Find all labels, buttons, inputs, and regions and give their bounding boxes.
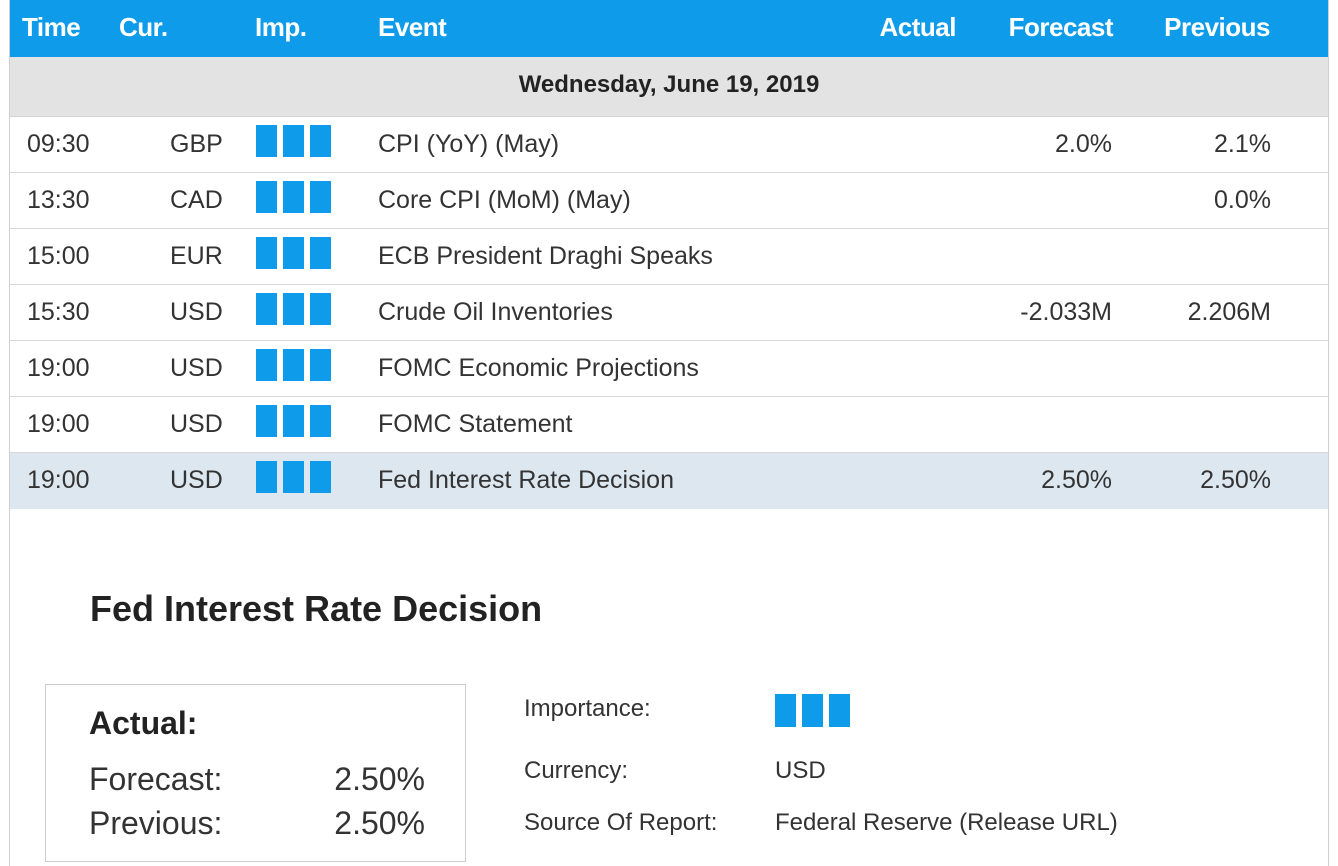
event-name[interactable]: ECB President Draghi Speaks bbox=[378, 242, 713, 270]
event-time: 19:00 bbox=[27, 410, 90, 438]
header-currency[interactable]: Cur. bbox=[119, 12, 168, 42]
event-time: 19:00 bbox=[27, 354, 90, 382]
table-row[interactable]: 19:00 USD FOMC Economic Projections bbox=[10, 341, 1328, 397]
event-name[interactable]: CPI (YoY) (May) bbox=[378, 130, 560, 158]
header-time[interactable]: Time bbox=[22, 12, 81, 42]
event-currency: USD bbox=[170, 354, 223, 382]
detail-title: Fed Interest Rate Decision bbox=[90, 588, 543, 629]
detail-previous-value: 2.50% bbox=[334, 805, 425, 841]
detail-actual-label: Actual: bbox=[89, 705, 198, 741]
event-time: 09:30 bbox=[27, 130, 90, 158]
date-group-header: Wednesday, June 19, 2019 bbox=[10, 57, 1328, 117]
importance-bars-icon bbox=[256, 237, 331, 269]
header-forecast[interactable]: Forecast bbox=[1008, 12, 1114, 42]
event-name[interactable]: FOMC Statement bbox=[378, 410, 573, 438]
event-name[interactable]: Crude Oil Inventories bbox=[378, 298, 613, 326]
event-currency: USD bbox=[170, 410, 223, 438]
importance-bars-icon bbox=[775, 694, 850, 727]
importance-bars-icon bbox=[256, 405, 331, 437]
event-previous: 2.1% bbox=[1214, 130, 1271, 158]
source-label: Source Of Report: bbox=[524, 809, 718, 836]
currency-label: Currency: bbox=[524, 757, 629, 784]
detail-forecast: Forecast: 2.50% bbox=[89, 761, 425, 798]
table-row[interactable]: 13:30 CAD Core CPI (MoM) (May) 0.0% bbox=[10, 173, 1328, 229]
event-forecast: 2.50% bbox=[1041, 466, 1112, 494]
importance-bars-icon bbox=[256, 349, 331, 381]
detail-previous-label: Previous: bbox=[89, 805, 223, 841]
importance-label: Importance: bbox=[524, 695, 651, 722]
event-time: 13:30 bbox=[27, 186, 90, 214]
header-importance[interactable]: Imp. bbox=[255, 12, 307, 42]
detail-previous: Previous: 2.50% bbox=[89, 805, 425, 842]
event-currency: CAD bbox=[170, 186, 223, 214]
importance-bars-icon bbox=[256, 461, 331, 493]
detail-values-box: Actual: Forecast: 2.50% Previous: 2.50% bbox=[45, 684, 466, 862]
event-currency: EUR bbox=[170, 242, 223, 270]
event-previous: 0.0% bbox=[1214, 186, 1271, 214]
detail-forecast-value: 2.50% bbox=[334, 761, 425, 797]
source-link[interactable]: Federal Reserve (Release URL) bbox=[775, 809, 1118, 836]
importance-bars-icon bbox=[256, 125, 331, 157]
event-time: 15:30 bbox=[27, 298, 90, 326]
event-time: 15:00 bbox=[27, 242, 90, 270]
event-previous: 2.50% bbox=[1200, 466, 1271, 494]
event-name[interactable]: Core CPI (MoM) (May) bbox=[378, 186, 631, 214]
currency-value: USD bbox=[775, 757, 826, 784]
event-forecast: -2.033M bbox=[1020, 298, 1112, 326]
table-row[interactable]: 15:30 USD Crude Oil Inventories -2.033M … bbox=[10, 285, 1328, 341]
event-currency: USD bbox=[170, 466, 223, 494]
table-row[interactable]: 15:00 EUR ECB President Draghi Speaks bbox=[10, 229, 1328, 285]
event-previous: 2.206M bbox=[1187, 298, 1271, 326]
event-currency: GBP bbox=[170, 130, 223, 158]
importance-bars-icon bbox=[256, 181, 331, 213]
event-name[interactable]: FOMC Economic Projections bbox=[378, 354, 699, 382]
table-row-selected[interactable]: 19:00 USD Fed Interest Rate Decision 2.5… bbox=[10, 453, 1328, 509]
event-forecast: 2.0% bbox=[1055, 130, 1112, 158]
economic-calendar: Time Cur. Imp. Event Actual Forecast Pre… bbox=[9, 0, 1329, 866]
table-header: Time Cur. Imp. Event Actual Forecast Pre… bbox=[10, 0, 1328, 57]
header-actual[interactable]: Actual bbox=[879, 12, 957, 42]
event-currency: USD bbox=[170, 298, 223, 326]
table-row[interactable]: 19:00 USD FOMC Statement bbox=[10, 397, 1328, 453]
event-list: 09:30 GBP CPI (YoY) (May) 2.0% 2.1% 13:3… bbox=[10, 117, 1328, 509]
event-name[interactable]: Fed Interest Rate Decision bbox=[378, 466, 674, 494]
header-event[interactable]: Event bbox=[378, 12, 447, 42]
header-previous[interactable]: Previous bbox=[1164, 12, 1270, 42]
event-time: 19:00 bbox=[27, 466, 90, 494]
detail-forecast-label: Forecast: bbox=[89, 761, 223, 797]
table-row[interactable]: 09:30 GBP CPI (YoY) (May) 2.0% 2.1% bbox=[10, 117, 1328, 173]
importance-bars-icon bbox=[256, 293, 331, 325]
